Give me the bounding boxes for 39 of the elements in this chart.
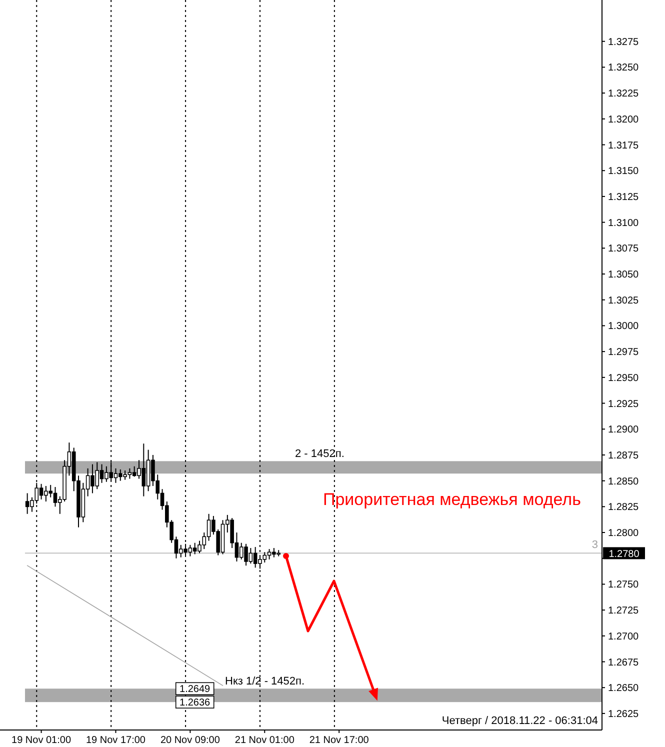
annotation: Четверг / 2018.11.22 - 06:31:04 [442,715,598,727]
annotation: 3 [592,539,598,552]
ref-line-label: 1.2780 [608,549,640,560]
x-tick-label: 21 Nov 01:00 [234,735,295,746]
y-tick-label: 1.2900 [608,424,640,436]
y-tick-label: 1.3100 [608,218,640,229]
annotation: 1.2649 [180,684,211,696]
annotation: 1.2636 [180,698,211,709]
y-tick-label: 1.3250 [608,62,640,74]
y-tick-label: 1.3150 [608,166,640,178]
y-tick-label: 1.2800 [608,528,640,540]
y-tick-label: 1.2825 [608,502,640,514]
y-tick-label: 1.3075 [608,244,640,255]
x-tick-label: 21 Nov 17:00 [309,735,370,746]
x-tick-label: 19 Nov 17:00 [86,735,146,746]
y-tick-label: 1.2750 [608,580,640,591]
y-tick-label: 1.3125 [608,192,640,203]
y-tick-label: 1.2875 [608,450,640,462]
y-tick-label: 1.2950 [608,372,640,384]
band-label: Нкз 1/2 - 1452п. [225,676,305,688]
y-tick-label: 1.2700 [608,631,640,642]
band-label: 2 - 1452п. [295,448,344,460]
y-tick-label: 1.2975 [608,347,640,358]
y-tick-label: 1.3175 [608,140,640,152]
annotation: Приоритетная медвежья модель [323,490,582,509]
y-tick-label: 1.2625 [608,708,640,720]
y-tick-label: 1.3000 [608,321,640,332]
y-tick-label: 1.2725 [608,606,640,617]
y-tick-label: 1.2650 [608,683,640,694]
y-tick-label: 1.3225 [608,88,640,100]
y-tick-label: 1.3025 [608,295,640,306]
y-tick-label: 1.3275 [608,36,640,48]
x-tick-label: 19 Nov 01:00 [12,735,72,746]
y-tick-label: 1.2925 [608,398,640,410]
y-tick-label: 1.3200 [608,114,640,126]
y-tick-label: 1.3050 [608,270,640,281]
y-tick-label: 1.2675 [608,657,640,668]
x-tick-label: 20 Nov 09:00 [160,735,220,746]
y-tick-label: 1.2850 [608,476,640,488]
